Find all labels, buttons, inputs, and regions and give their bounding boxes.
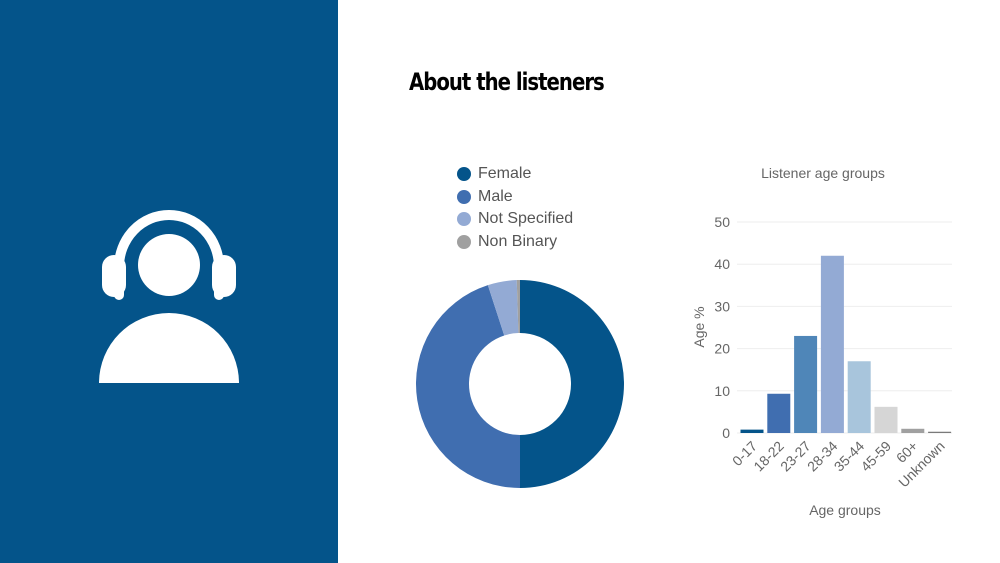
donut-slice-female[interactable]: [520, 280, 624, 488]
legend-swatch: [457, 234, 471, 249]
page-title: About the listeners: [409, 68, 605, 96]
bar-unknown[interactable]: [928, 431, 952, 433]
legend-label: Not Specified: [478, 210, 574, 228]
legend-item-female[interactable]: Female: [457, 163, 573, 186]
x-axis-label: Age groups: [809, 502, 881, 518]
bar-0-17[interactable]: [740, 429, 764, 433]
chart-title: Listener age groups: [761, 165, 885, 181]
y-tick-label: 30: [714, 298, 730, 314]
legend-swatch: [457, 167, 471, 182]
y-tick-label: 50: [714, 214, 730, 230]
legend-label: Female: [478, 165, 532, 183]
donut-slice-non-binary[interactable]: [516, 280, 520, 334]
bar-23-27[interactable]: [794, 335, 818, 433]
donut-slice-not-specified[interactable]: [487, 280, 519, 336]
bar-60+[interactable]: [901, 428, 925, 433]
legend-label: Male: [478, 187, 513, 205]
legend-swatch: [457, 212, 471, 227]
y-tick-label: 10: [714, 383, 730, 399]
legend-label: Non Binary: [478, 232, 558, 250]
y-axis-label: Age %: [691, 306, 707, 347]
legend-swatch: [457, 189, 471, 204]
age-bar-chart: Listener age groups Age % Age groups 0 10…: [691, 165, 952, 518]
donut-slice-male[interactable]: [416, 285, 520, 488]
legend-item-male[interactable]: Male: [457, 186, 573, 209]
legend-item-non-binary[interactable]: Non Binary: [457, 231, 573, 254]
gender-legend: Female Male Not Specified Non Binary: [457, 163, 573, 253]
bar-18-22[interactable]: [767, 393, 791, 433]
y-tick-label: 20: [714, 341, 730, 357]
side-panel: [0, 0, 338, 563]
y-tick-label: 40: [714, 256, 730, 272]
gender-donut-chart: [416, 280, 624, 488]
bar-45-59[interactable]: [874, 406, 898, 433]
bar-35-44[interactable]: [847, 361, 871, 433]
legend-item-not-specified[interactable]: Not Specified: [457, 208, 573, 231]
headphones-user-icon: [99, 210, 239, 383]
y-tick-label: 0: [722, 425, 730, 441]
bar-28-34[interactable]: [820, 255, 844, 433]
x-tick-label: 45-59: [857, 438, 894, 475]
